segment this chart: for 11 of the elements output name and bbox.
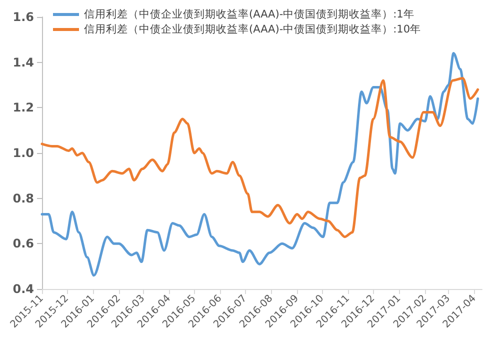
y-tick-label: 1.6	[12, 10, 34, 24]
legend-label: 信用利差（中债企业债到期收益率(AAA)-中债国债到期收益率）:10年	[84, 22, 422, 36]
y-tick-label: 1.4	[12, 55, 34, 70]
y-tick-label: 1.2	[12, 100, 34, 115]
line-series	[40, 76, 480, 238]
y-tick-label: 1.0	[12, 146, 34, 160]
legend-label: 信用利差（中债企业债到期收益率(AAA)-中债国债到期收益率）:1年	[84, 8, 414, 20]
y-tick-label: 0.8	[12, 191, 34, 206]
y-tick-label: 0.4	[12, 282, 34, 296]
y-tick-label: 0.6	[12, 236, 34, 251]
line-series	[40, 52, 480, 277]
